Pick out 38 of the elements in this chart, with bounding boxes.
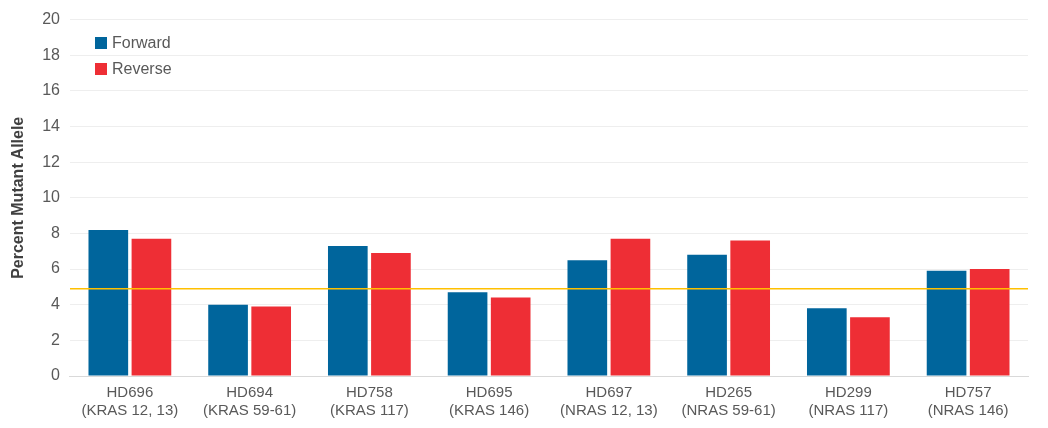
y-tick-label: 12 bbox=[42, 152, 61, 170]
bar bbox=[687, 254, 727, 376]
y-tick-label: 8 bbox=[51, 223, 61, 241]
bar bbox=[371, 253, 411, 376]
bar bbox=[208, 304, 248, 376]
legend-label: Reverse bbox=[111, 59, 172, 78]
bar bbox=[88, 229, 129, 376]
y-tick-label: 4 bbox=[51, 295, 61, 313]
x-tick-label: HD695 (KRAS 146) bbox=[449, 383, 530, 419]
x-tick-label: HD299 (NRAS 117) bbox=[808, 383, 889, 419]
bar bbox=[327, 245, 368, 376]
bar bbox=[850, 317, 890, 376]
y-tick-label: 0 bbox=[51, 366, 61, 384]
x-tick-label: HD758 (KRAS 117) bbox=[329, 383, 409, 419]
y-tick-label: 2 bbox=[51, 330, 61, 348]
y-tick-label: 18 bbox=[42, 45, 61, 63]
bar bbox=[969, 269, 1010, 376]
x-tick-label: HD757 (NRAS 146) bbox=[927, 383, 1009, 419]
x-tick-label: HD694 (KRAS 59-61) bbox=[202, 383, 297, 419]
x-tick-label: HD696 (KRAS 12, 13) bbox=[81, 383, 179, 419]
y-tick-label: 6 bbox=[51, 259, 61, 277]
bar bbox=[730, 240, 771, 376]
y-tick-label: 14 bbox=[42, 116, 61, 134]
x-tick-label: HD697 (NRAS 12, 13) bbox=[560, 383, 658, 419]
y-tick-label: 10 bbox=[42, 188, 61, 206]
bar bbox=[251, 306, 292, 376]
bar bbox=[567, 260, 608, 376]
bar bbox=[806, 308, 847, 376]
bar bbox=[447, 292, 488, 376]
bar bbox=[131, 238, 172, 376]
y-axis-title: Percent Mutant Allele bbox=[9, 116, 27, 279]
y-tick-label: 16 bbox=[42, 81, 61, 99]
x-tick-label: HD265 (NRAS 59-61) bbox=[681, 383, 776, 419]
bar bbox=[490, 297, 531, 376]
bar bbox=[926, 270, 967, 376]
y-tick-label: 20 bbox=[42, 10, 61, 28]
legend-label: Forward bbox=[111, 33, 171, 52]
bar bbox=[610, 238, 651, 376]
